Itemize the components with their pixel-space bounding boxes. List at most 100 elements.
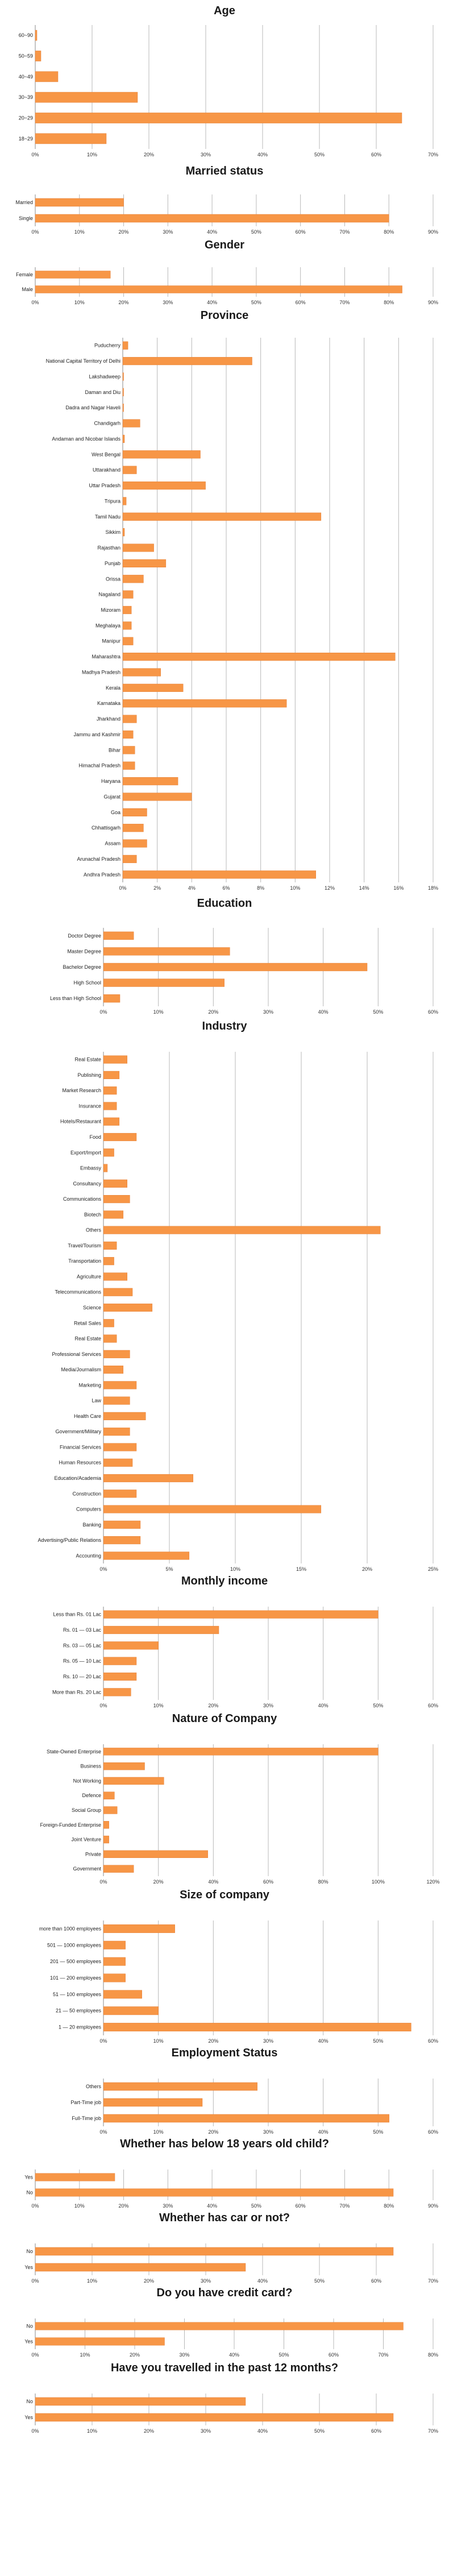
category-label: Dadra and Nagar Haveli: [65, 405, 120, 410]
x-tick-label: 20%: [208, 1703, 218, 1708]
x-tick-label: 60%: [329, 2352, 339, 2358]
bar: [122, 699, 287, 708]
x-tick-label: 70%: [339, 2203, 350, 2209]
category-label: Foreign-Funded Enterprise: [40, 1822, 101, 1828]
x-tick-label: 50%: [314, 2278, 325, 2284]
bar: [122, 653, 396, 661]
bar: [103, 994, 120, 1003]
x-tick-label: 10%: [290, 885, 300, 891]
category-label: Assam: [105, 841, 120, 847]
x-tick-label: 0%: [31, 300, 39, 305]
bar: [103, 1610, 379, 1619]
chart: Do you have credit card? 0% 10% 20% 30% 40% 50…: [0, 2287, 449, 2364]
bar: [103, 1366, 124, 1374]
chart-svg: 0% 10% 20% 30% 40% 50% 60% Doctor Degree Master …: [50, 928, 438, 1015]
x-tick-label: 120%: [426, 1879, 439, 1885]
category-label: No: [26, 2190, 33, 2196]
category-label: Part-Time job: [70, 2100, 101, 2105]
bar: [122, 434, 125, 443]
x-tick-label: 20%: [362, 1566, 372, 1572]
bar: [103, 1195, 130, 1204]
bar: [103, 1102, 117, 1110]
x-tick-label: 0%: [31, 2203, 39, 2209]
x-tick-label: 30%: [201, 2428, 211, 2434]
bar: [103, 1055, 128, 1064]
x-tick-label: 10%: [87, 152, 97, 157]
x-tick-label: 20%: [144, 152, 154, 157]
category-label: Puducherry: [94, 343, 121, 349]
category-label: Andhra Pradesh: [84, 872, 120, 877]
bar: [103, 2023, 411, 2032]
category-label: Education/Academia: [54, 1475, 101, 1481]
category-label: Marketing: [78, 1382, 101, 1388]
bar: [103, 1117, 120, 1126]
category-label: Agriculture: [77, 1274, 101, 1279]
chart-svg: 0% 10% 20% 30% 40% 50% 60% 70% 80% No Yes: [24, 2318, 438, 2358]
x-tick-label: 10%: [74, 300, 85, 305]
category-label: Tripura: [105, 498, 120, 504]
bar: [35, 2263, 246, 2272]
category-label: Master Degree: [67, 948, 101, 954]
bar: [103, 1412, 146, 1420]
chart-title: Married status: [185, 165, 264, 177]
category-label: Embassy: [80, 1165, 102, 1171]
x-tick-label: 10%: [87, 2278, 97, 2284]
bar: [122, 605, 132, 615]
category-label: Karnataka: [97, 700, 120, 706]
bar: [103, 1241, 117, 1250]
x-tick-label: 5%: [165, 1566, 173, 1572]
x-tick-label: 20%: [130, 2352, 140, 2358]
bar: [103, 1957, 126, 1966]
category-label: Chhattisgarh: [92, 825, 120, 831]
x-tick-label: 10%: [153, 2038, 164, 2044]
bar: [35, 71, 59, 82]
category-label: Market Research: [62, 1088, 101, 1093]
x-tick-label: 30%: [163, 300, 173, 305]
category-label: Yes: [24, 2415, 33, 2420]
category-label: Mizoram: [101, 607, 120, 613]
x-tick-label: 40%: [318, 2038, 329, 2044]
category-label: West Bengal: [92, 451, 120, 457]
category-label: more than 1000 employees: [39, 1926, 102, 1931]
bar: [103, 978, 224, 987]
x-tick-label: 15%: [296, 1566, 306, 1572]
chart-svg: 0% 10% 20% 30% 40% 50% 60% Less than Rs. 01 Lac…: [52, 1607, 438, 1708]
category-label: No: [26, 2249, 33, 2254]
category-label: Human Resources: [59, 1460, 101, 1466]
x-tick-label: 40%: [207, 229, 217, 235]
x-tick-label: 10%: [74, 2203, 85, 2209]
x-tick-label: 40%: [208, 1879, 218, 1885]
category-label: Haryana: [101, 778, 120, 784]
bar: [103, 2098, 203, 2107]
category-label: Daman and Diu: [85, 389, 120, 395]
chart: Monthly income 0% 10% 20% 30% 40% 50% 60% Less t…: [0, 1575, 449, 1715]
chart: Gender 0% 10% 20% 30% 40% 50% 60% 70% 80% 90% Femal…: [0, 239, 449, 312]
category-label: 18~29: [19, 136, 33, 142]
category-label: High School: [73, 980, 101, 986]
x-tick-label: 80%: [318, 1879, 329, 1885]
category-label: Himachal Pradesh: [78, 763, 120, 769]
x-tick-label: 0%: [31, 2352, 39, 2358]
bar: [122, 512, 322, 521]
category-label: Less than High School: [50, 995, 101, 1001]
category-label: 21 — 50 employees: [56, 2008, 102, 2014]
x-tick-label: 60%: [371, 2278, 381, 2284]
category-label: Female: [16, 272, 33, 277]
x-tick-label: 0%: [31, 2428, 39, 2434]
category-label: Business: [80, 1764, 101, 1769]
x-tick-label: 70%: [378, 2352, 388, 2358]
bar: [122, 544, 154, 552]
category-label: Insurance: [78, 1103, 101, 1109]
chart-svg: 0% 10% 20% 30% 40% 50% 60% 70% 80% 90% Female Male: [16, 267, 438, 305]
category-label: Maharashtra: [92, 654, 120, 659]
bar: [35, 2173, 115, 2181]
bar: [122, 450, 201, 459]
category-label: Transportation: [68, 1258, 101, 1264]
chart-svg: 0% 10% 20% 30% 40% 50% 60% 70% No Yes: [24, 2394, 438, 2434]
bar: [103, 1086, 117, 1095]
x-tick-label: 50%: [314, 152, 325, 157]
x-tick-label: 60%: [263, 1879, 273, 1885]
bar: [122, 388, 124, 396]
bar: [103, 1257, 114, 1266]
category-label: No: [26, 2399, 33, 2404]
